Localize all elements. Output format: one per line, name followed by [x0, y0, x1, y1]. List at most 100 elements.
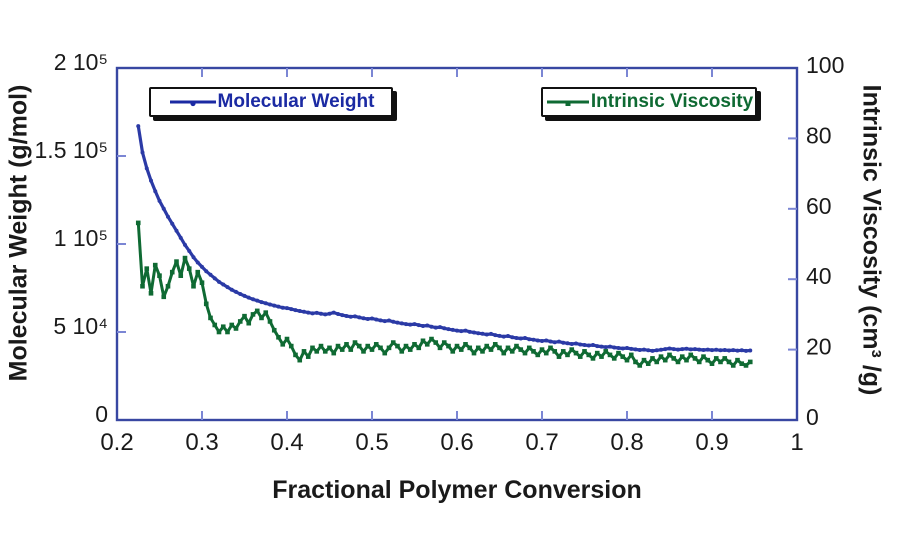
data-marker	[293, 308, 298, 313]
data-marker	[276, 304, 281, 309]
data-marker	[501, 350, 507, 356]
data-marker	[679, 354, 685, 359]
data-marker	[399, 349, 405, 354]
data-marker	[730, 363, 736, 368]
data-marker	[705, 357, 711, 363]
data-marker	[301, 349, 307, 354]
data-marker	[676, 347, 680, 352]
data-marker	[339, 347, 345, 352]
data-marker	[254, 308, 260, 314]
data-marker	[378, 318, 383, 323]
data-marker	[599, 354, 604, 359]
data-marker	[420, 338, 426, 344]
data-marker	[497, 345, 502, 351]
data-marker	[637, 363, 643, 368]
data-marker	[353, 314, 357, 319]
data-marker	[552, 349, 558, 354]
data-marker	[735, 348, 740, 353]
data-marker	[424, 342, 430, 347]
data-marker	[391, 319, 396, 324]
data-marker	[654, 348, 659, 353]
data-marker	[556, 354, 562, 359]
data-marker	[629, 346, 634, 351]
data-marker	[429, 324, 434, 329]
data-marker	[671, 347, 676, 352]
data-marker	[459, 329, 464, 334]
data-marker	[718, 359, 723, 365]
data-marker	[522, 350, 528, 356]
data-marker	[246, 295, 251, 300]
y-right-tick-label: 100	[806, 52, 844, 78]
data-marker	[302, 309, 306, 314]
data-marker	[727, 348, 731, 353]
data-marker	[161, 206, 166, 211]
data-marker	[608, 344, 612, 349]
data-marker	[713, 356, 719, 361]
data-marker	[305, 354, 311, 359]
data-marker	[200, 264, 204, 269]
data-marker	[288, 343, 294, 349]
data-marker	[543, 350, 549, 356]
y-right-tick-label: 20	[806, 334, 832, 360]
data-marker	[463, 328, 468, 333]
data-marker	[229, 322, 235, 328]
data-marker	[693, 347, 697, 352]
data-marker	[370, 316, 374, 321]
data-marker	[535, 352, 541, 358]
data-marker	[722, 347, 727, 352]
data-marker	[710, 348, 714, 353]
y-right-tick-label: 60	[806, 193, 832, 219]
data-marker	[654, 359, 660, 365]
data-marker	[267, 319, 273, 324]
data-marker	[722, 356, 728, 361]
data-marker	[344, 313, 349, 318]
data-marker	[289, 307, 294, 312]
data-marker	[577, 354, 583, 359]
data-marker	[663, 347, 668, 352]
data-marker	[318, 343, 324, 349]
data-marker	[310, 311, 315, 316]
data-marker	[492, 342, 498, 347]
data-marker	[250, 312, 256, 317]
data-marker	[403, 343, 409, 349]
y-left-tick-label: 1.5 10⁵	[35, 137, 108, 163]
data-marker	[242, 293, 247, 298]
data-marker	[595, 344, 600, 349]
data-marker	[220, 324, 226, 330]
data-marker	[574, 341, 578, 346]
data-marker	[438, 325, 442, 330]
data-marker	[408, 322, 413, 327]
y-right-tick-label: 80	[806, 122, 832, 148]
data-marker	[322, 349, 328, 354]
data-marker	[641, 357, 647, 363]
data-marker	[319, 311, 323, 316]
data-marker	[591, 343, 595, 348]
data-marker	[225, 285, 230, 290]
data-marker	[152, 262, 158, 268]
data-marker	[208, 272, 213, 277]
data-marker	[569, 347, 575, 352]
data-marker	[416, 323, 421, 328]
data-marker	[263, 301, 268, 306]
data-marker	[624, 357, 630, 363]
data-marker	[387, 318, 391, 323]
data-marker	[620, 354, 626, 359]
x-tick-label: 0.4	[270, 429, 303, 456]
data-marker	[744, 348, 748, 353]
data-marker	[594, 350, 600, 356]
data-marker	[416, 345, 422, 351]
data-marker	[735, 357, 740, 363]
data-marker	[306, 310, 311, 315]
data-marker	[633, 347, 638, 352]
data-marker	[374, 317, 379, 322]
data-marker	[509, 349, 515, 354]
data-marker	[709, 361, 715, 366]
data-marker	[697, 347, 702, 352]
data-marker	[140, 150, 145, 155]
data-marker	[268, 302, 272, 307]
data-marker	[680, 347, 685, 352]
molecular-weight-line-marker-icon	[169, 100, 216, 107]
data-marker	[293, 352, 298, 358]
